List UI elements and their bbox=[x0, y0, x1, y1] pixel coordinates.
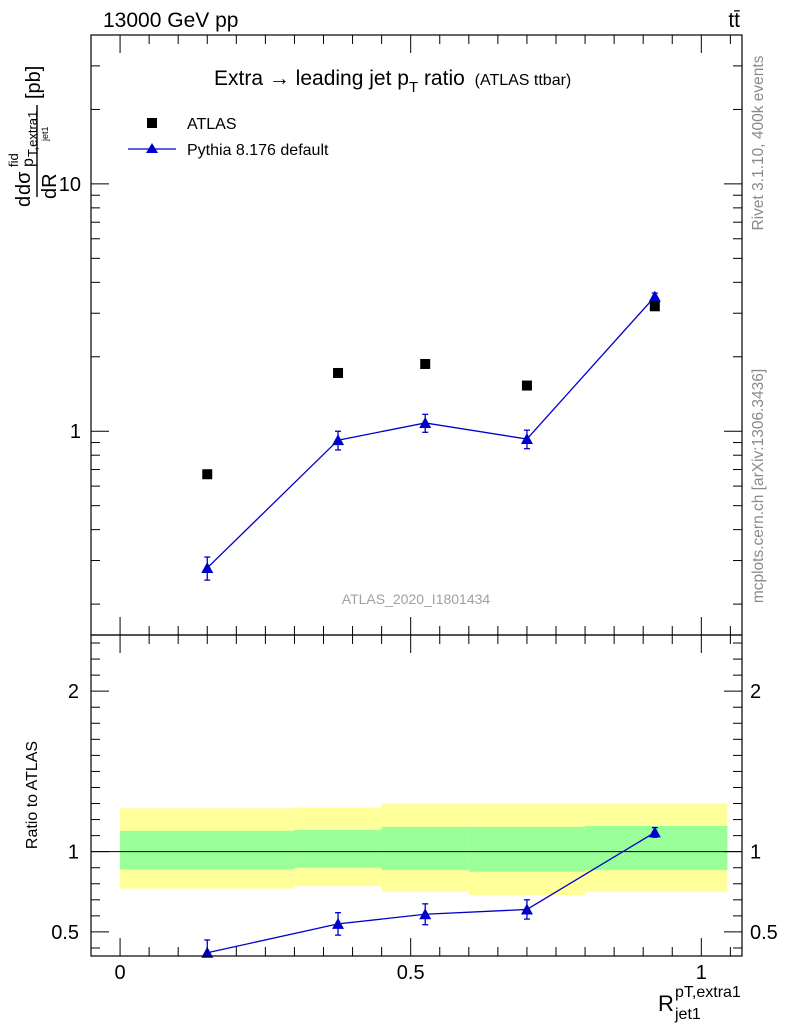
legend-atlas-label: ATLAS bbox=[187, 116, 237, 133]
y-label-unit: [pb] bbox=[23, 66, 45, 99]
main-panel: 1 10 Extra → leading jet pT ratio (ATLAS … bbox=[6, 34, 743, 636]
ratio-panel-frame bbox=[90, 634, 743, 957]
ratio-bands bbox=[120, 803, 728, 896]
pythia-point bbox=[648, 290, 661, 302]
pythia-series-line bbox=[206, 296, 656, 569]
y-label-dsigma: dσ bbox=[13, 171, 35, 195]
legend-pythia-label: Pythia 8.176 default bbox=[187, 142, 329, 159]
ratio-point bbox=[520, 903, 533, 915]
mcplots-reference-label: mcplots.cern.ch [arXiv:1306.3436] bbox=[750, 369, 767, 603]
atlas-point bbox=[420, 358, 431, 369]
atlas-point bbox=[202, 469, 213, 480]
atlas-point bbox=[333, 367, 344, 378]
header-energy-label: 13000 GeV pp bbox=[103, 9, 238, 32]
main-panel-data bbox=[201, 290, 661, 581]
y-label-dR: dR bbox=[39, 173, 61, 199]
ratio-point bbox=[332, 917, 345, 929]
ratio-y-tick-label: 1 bbox=[68, 842, 79, 864]
plot-title-main: Extra → leading jet p bbox=[214, 67, 409, 90]
y-label-fid: fid bbox=[6, 153, 21, 167]
rivet-version-label: Rivet 3.1.10, 400k events bbox=[750, 55, 767, 230]
ratio-point bbox=[648, 826, 661, 838]
ratio-x-tick-label: 0.5 bbox=[397, 962, 425, 984]
legend-atlas-marker bbox=[147, 118, 157, 128]
ratio-panel: 0.5 0.5 1 1 2 2 0 0.5 1 Ratio to ATLAS R pT,extr… bbox=[24, 634, 778, 1023]
pythia-point bbox=[201, 561, 214, 573]
y-label-d: d bbox=[13, 196, 35, 207]
ratio-y-tick-label-right: 2 bbox=[750, 681, 761, 703]
y-label-p: p bbox=[20, 158, 37, 167]
x-axis-label: R pT,extra1 jet1 bbox=[658, 984, 741, 1023]
main-y-tick-label: 1 bbox=[70, 421, 81, 443]
main-y-tick-label: 10 bbox=[59, 174, 81, 196]
atlas-point bbox=[649, 301, 660, 312]
x-label-R: R bbox=[658, 991, 674, 1016]
ratio-x-tick-label: 0 bbox=[115, 962, 126, 984]
uncertainty-band-green bbox=[120, 830, 295, 870]
ratio-y-tick-label: 2 bbox=[68, 681, 79, 703]
uncertainty-band-green bbox=[381, 826, 469, 871]
x-label-superscript: pT,extra1 bbox=[675, 984, 741, 1001]
pythia-point bbox=[332, 434, 345, 446]
uncertainty-band-green bbox=[294, 830, 382, 868]
plot-title: Extra → leading jet pT ratio (ATLAS ttba… bbox=[214, 67, 571, 96]
ratio-y-axis-label: Ratio to ATLAS bbox=[24, 741, 41, 849]
ratio-y-tick-label: 0.5 bbox=[51, 922, 79, 944]
uncertainty-band-green bbox=[468, 826, 586, 872]
pythia-point bbox=[520, 433, 533, 445]
ratio-panel-ticks: 0.5 0.5 1 1 2 2 0 0.5 1 bbox=[51, 635, 778, 984]
ratio-y-tick-label-right: 0.5 bbox=[750, 922, 778, 944]
x-label-subscript: jet1 bbox=[674, 1006, 701, 1023]
ratio-point bbox=[419, 908, 432, 920]
plot-title-small: (ATLAS ttbar) bbox=[475, 72, 572, 89]
main-panel-ticks: 1 10 bbox=[59, 34, 742, 635]
pythia-point bbox=[419, 416, 432, 428]
atlas-point bbox=[521, 380, 532, 391]
legend: ATLAS Pythia 8.176 default bbox=[128, 116, 329, 159]
header-process-label: tt̄ bbox=[728, 9, 740, 32]
plot-title-tail: ratio bbox=[418, 67, 465, 90]
ratio-y-tick-label-right: 1 bbox=[750, 842, 761, 864]
y-label-sub1: T,extra1 bbox=[25, 111, 40, 157]
analysis-watermark: ATLAS_2020_I1801434 bbox=[342, 591, 491, 607]
plot-title-subscript: T bbox=[409, 79, 418, 96]
main-y-axis-label: d dσ fid p T,extra1 jet1 dR [pb] bbox=[6, 66, 61, 207]
ratio-x-tick-label: 1 bbox=[696, 962, 707, 984]
y-label-sub2: jet1 bbox=[40, 126, 50, 142]
legend-pythia-marker bbox=[146, 143, 158, 153]
